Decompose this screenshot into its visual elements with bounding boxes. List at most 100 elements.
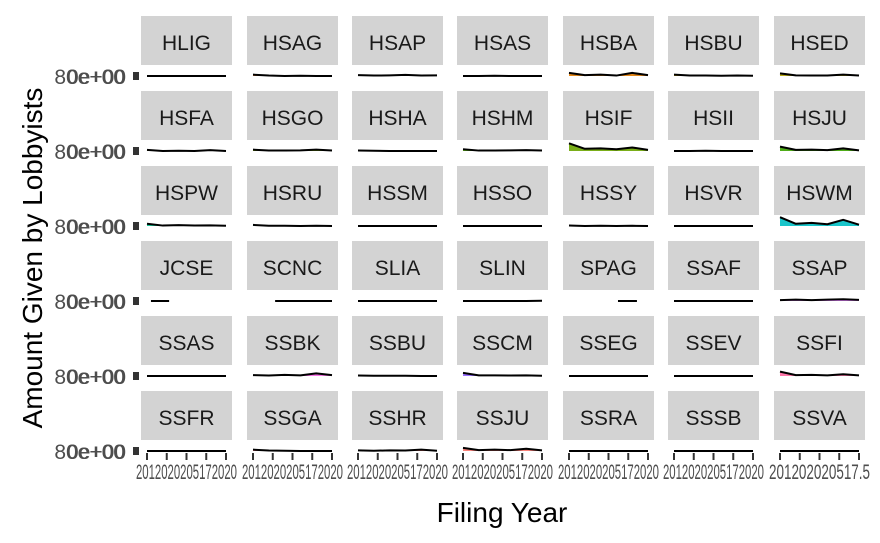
facet-strip-label: HSAG	[263, 32, 323, 55]
facet-strip-label: HSII	[693, 107, 734, 130]
facet-strip	[352, 241, 443, 290]
y-tick-label: 0e+00	[67, 291, 126, 314]
y-tick-mark	[133, 222, 139, 230]
y-tick-label-overlap: 80e+00	[54, 366, 125, 389]
facet-strip-label: HSAP	[369, 32, 426, 55]
y-tick-mark	[133, 147, 139, 155]
facet-strip-label: SPAG	[580, 257, 637, 280]
facet-strip	[352, 91, 443, 140]
facet-panel: SSAS	[141, 316, 232, 377]
facet-strip	[563, 91, 654, 140]
facet-strip	[774, 316, 865, 365]
facet-strip	[352, 166, 443, 215]
facet-strip-label: SSAF	[686, 257, 741, 280]
facet-panel: HSSO	[457, 166, 548, 227]
facet-panel: SSGA	[247, 391, 338, 452]
facet-strip-label: SSSB	[685, 407, 741, 430]
y-tick-label-overlap: 80e+00	[54, 141, 125, 164]
facet-panel: HSAS	[457, 16, 548, 77]
facet-panel: SSAP	[774, 241, 865, 302]
series-line	[568, 142, 649, 151]
facet-panel: HSSY	[563, 166, 654, 227]
facet-panel: SSHR	[352, 391, 443, 452]
facet-strip	[457, 316, 548, 365]
y-tick-label: 0e+00	[67, 441, 126, 464]
facet-strip-label: SSBK	[264, 332, 320, 355]
series-line	[462, 148, 543, 152]
x-tick-label: 2012020205172020	[663, 461, 764, 484]
x-axis-title: Filing Year	[437, 497, 568, 528]
facet-strip-label: HLIG	[162, 32, 211, 55]
facet-strip	[141, 91, 232, 140]
y-tick-label: 0e+00	[67, 366, 126, 389]
facet-strip-label: SSEG	[579, 332, 637, 355]
facet-strip	[668, 166, 759, 215]
facet-panel: SSRA	[563, 391, 654, 452]
facet-panel: SSCM	[457, 316, 548, 377]
facet-panel: SSFR	[141, 391, 232, 452]
series-line	[568, 71, 649, 77]
facet-strip	[141, 16, 232, 65]
facet-strip-label: SCNC	[263, 257, 323, 280]
facet-strip-label: HSSO	[473, 182, 533, 205]
facet-strip-label: SSJU	[476, 407, 530, 430]
facet-strip-label: HSFA	[159, 107, 214, 130]
facet-strip	[668, 241, 759, 290]
facet-strip-label: HSAS	[474, 32, 531, 55]
y-tick-mark	[133, 372, 139, 380]
facet-strip	[247, 316, 338, 365]
facet-panel: HLIG	[141, 16, 232, 77]
facet-strip	[247, 16, 338, 65]
facet-strip	[247, 241, 338, 290]
facet-strip-label: HSHA	[368, 107, 426, 130]
facet-panels: HLIG HSAG HSAP HSAS HSBA HSBU HSED HSFA HSGO HSHA…	[141, 16, 865, 452]
facet-strip	[774, 16, 865, 65]
facet-panel: HSAP	[352, 16, 443, 77]
facet-panel: HSBA	[563, 16, 654, 77]
facet-strip	[563, 241, 654, 290]
facet-panel: SSVA	[774, 391, 865, 452]
facet-strip	[457, 166, 548, 215]
facet-panel: HSBU	[668, 16, 759, 77]
facet-strip	[141, 316, 232, 365]
facet-strip-label: HSWM	[786, 182, 853, 205]
y-tick-label-overlap: 80e+00	[54, 291, 125, 314]
y-tick-mark	[133, 447, 139, 455]
facet-panel: SSBU	[352, 316, 443, 377]
facet-strip-label: SSFR	[158, 407, 214, 430]
facet-strip-label: HSHM	[472, 107, 534, 130]
facet-panel: HSII	[668, 91, 759, 152]
facet-panel: SLIA	[352, 241, 443, 302]
facet-panel: SPAG	[563, 241, 654, 302]
facet-panel: HSSM	[352, 166, 443, 227]
facet-panel: SSEV	[668, 316, 759, 377]
series-line	[779, 370, 860, 377]
facet-panel: HSAG	[247, 16, 338, 77]
x-axis-ticks: 2012020205172020 2012020205172020 20120202…	[136, 453, 870, 484]
facet-strip-label: HSIF	[585, 107, 633, 130]
facet-panel: HSRU	[247, 166, 338, 227]
facet-panel: SSAF	[668, 241, 759, 302]
facet-panel: JCSE	[141, 241, 232, 302]
y-tick-mark	[133, 72, 139, 80]
series-line	[357, 73, 438, 77]
facet-strip-label: SSFI	[796, 332, 843, 355]
facet-strip	[457, 391, 548, 440]
series-line	[779, 145, 860, 152]
facet-panel: SCNC	[247, 241, 338, 302]
facet-panel: HSHA	[352, 91, 443, 152]
facet-panel: HSWM	[774, 166, 865, 226]
series-line	[146, 222, 227, 227]
y-tick-label: 0e+00	[67, 141, 126, 164]
x-tick-label: 2012020205172020	[558, 461, 659, 484]
facet-panel: HSGO	[247, 91, 338, 152]
facet-panel: SSSB	[668, 391, 759, 452]
facet-strip	[668, 16, 759, 65]
series-line	[462, 371, 543, 377]
facet-strip-label: SSVA	[792, 407, 846, 430]
facet-strip-label: HSGO	[262, 107, 324, 130]
facet-strip	[457, 91, 548, 140]
facet-strip-label: SSAS	[158, 332, 214, 355]
y-tick-label: 0e+00	[67, 216, 126, 239]
